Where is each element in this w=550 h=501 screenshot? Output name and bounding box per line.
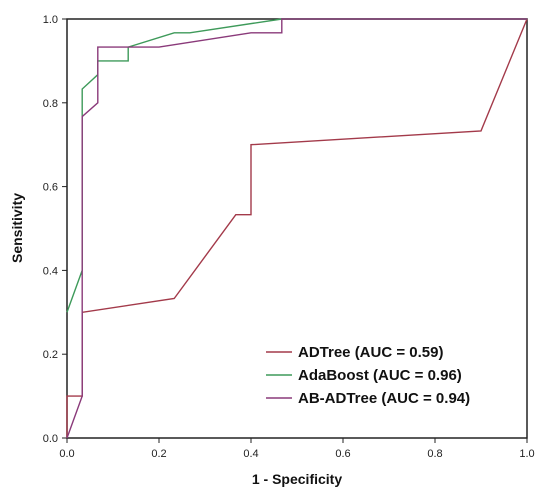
legend: ADTree (AUC = 0.59) AdaBoost (AUC = 0.96)… [266,344,470,407]
x-axis-title: 1 - Specificity [252,471,342,487]
x-tick-label: 0.0 [59,448,74,460]
legend-label: AdaBoost (AUC = 0.96) [298,367,462,384]
series-line-2 [66,18,527,439]
series-line-1 [66,18,527,313]
x-tick-label: 1.0 [519,448,534,460]
y-tick-label: 0.2 [43,349,58,361]
y-tick-label: 0.0 [43,433,58,445]
series-line-0 [66,18,528,438]
y-axis-title: Sensitivity [9,193,25,263]
x-tick-label: 0.8 [427,448,442,460]
y-tick-label: 0.6 [43,182,58,194]
x-tick-label: 0.6 [335,448,350,460]
x-tick-label: 0.2 [151,448,166,460]
ticks-layer: 0.0 0.2 0.4 0.6 0.8 1.0 0.0 0.2 0.4 0.6 0.8 1.0 [43,14,535,460]
legend-label: ADTree (AUC = 0.59) [298,344,443,361]
series-layer [66,18,528,439]
x-tick-label: 0.4 [243,448,258,460]
y-tick-label: 1.0 [43,14,58,26]
legend-label: AB-ADTree (AUC = 0.94) [298,390,470,407]
y-tick-label: 0.4 [43,265,58,277]
y-tick-label: 0.8 [43,98,58,110]
